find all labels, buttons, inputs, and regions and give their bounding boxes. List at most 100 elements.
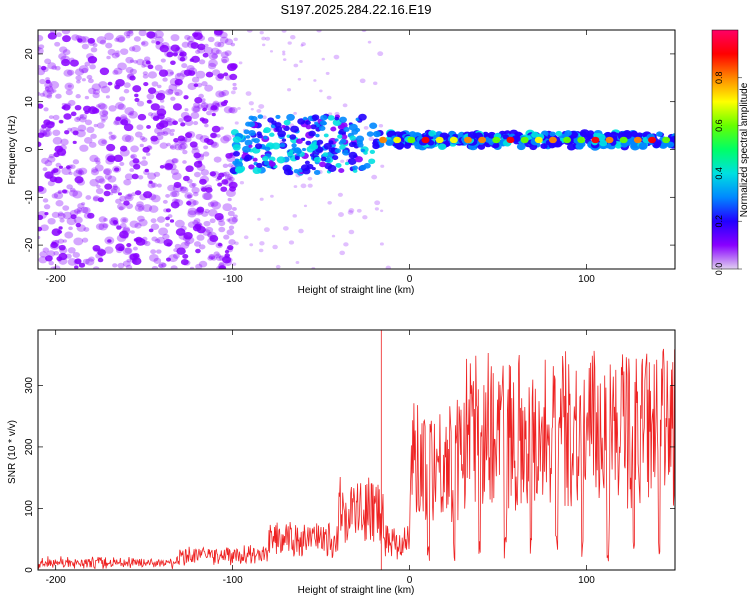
heatmap-cell — [134, 131, 143, 138]
heatmap-cell — [150, 223, 160, 231]
heatmap-cell — [216, 175, 222, 180]
heatmap-cell — [226, 218, 231, 222]
heatmap-cell — [348, 229, 355, 235]
heatmap-cell — [186, 36, 195, 43]
heatmap-cell — [630, 130, 638, 137]
heatmap-cell — [206, 110, 212, 116]
heatmap-cell — [136, 201, 144, 208]
heatmap-cell — [178, 118, 184, 123]
heatmap-cell — [67, 84, 72, 88]
heatmap-cell — [57, 238, 65, 244]
heatmap-cell — [242, 145, 251, 153]
heatmap-cell — [125, 203, 134, 210]
heatmap-cell — [202, 192, 212, 200]
heatmap-cell — [141, 240, 148, 245]
heatmap-cell — [323, 133, 329, 138]
heatmap-cell — [161, 131, 169, 137]
heatmap-cell — [293, 185, 298, 189]
snr-y-tick-label: 200 — [24, 438, 35, 455]
heatmap-cell — [67, 258, 78, 266]
heatmap-cell — [40, 65, 47, 71]
heatmap-cell — [263, 160, 270, 166]
heatmap-cell — [112, 185, 119, 191]
heatmap-cell — [224, 50, 232, 56]
heatmap-cell — [49, 81, 60, 90]
heatmap-cell — [181, 41, 190, 48]
heatmap-cell — [619, 136, 628, 144]
heatmap-cell — [99, 103, 108, 111]
heatmap-cell — [57, 190, 62, 195]
heatmap-cell — [159, 142, 168, 149]
heatmap-cell — [301, 42, 306, 47]
heatmap-cell — [193, 102, 200, 108]
heatmap-cell — [181, 63, 188, 69]
heatmap-cell — [58, 257, 68, 265]
heatmap-cell — [374, 200, 381, 206]
heatmap-cell — [318, 125, 326, 131]
heatmap-cell — [80, 206, 89, 214]
heatmap-cell — [531, 131, 539, 138]
heatmap-cell — [263, 135, 268, 140]
heatmap-cell — [356, 208, 362, 213]
heatmap-cell — [129, 220, 139, 228]
heatmap-cell — [186, 130, 196, 139]
heatmap-cell — [164, 162, 174, 170]
heatmap-cell — [131, 192, 137, 197]
heatmap-cell — [295, 138, 303, 144]
heatmap-cell — [135, 237, 146, 246]
heatmap-cell — [269, 132, 275, 137]
heatmap-cell — [61, 189, 68, 194]
heatmap-cell — [123, 82, 131, 88]
heatmap-cell — [115, 247, 123, 254]
heatmap-cell — [134, 222, 142, 229]
heatmap-cell — [81, 67, 89, 74]
heatmap-cell — [385, 265, 391, 269]
heatmap-cell — [374, 207, 379, 211]
heatmap-cell — [73, 237, 84, 246]
heatmap-cell — [249, 243, 254, 247]
heatmap-cell — [195, 70, 206, 79]
heatmap-cell — [124, 173, 134, 181]
heatmap-cell — [53, 152, 60, 158]
heatmap-cell — [117, 203, 126, 211]
heatmap-cell — [170, 60, 176, 66]
heatmap-cell — [153, 114, 161, 120]
heatmap-cell — [148, 193, 157, 201]
heatmap-cell — [193, 152, 201, 159]
heatmap-cell — [129, 112, 134, 116]
heatmap-cell — [57, 189, 63, 194]
heatmap-cell — [38, 46, 41, 52]
heatmap-cell — [237, 106, 241, 110]
heatmap-cell — [363, 125, 369, 130]
heatmap-cell — [122, 260, 131, 267]
heatmap-cell — [232, 136, 242, 144]
spectrogram-y-ticks: -20 -10 0 10 20 — [24, 48, 675, 252]
heatmap-cell — [166, 142, 171, 147]
heatmap-cell — [155, 41, 161, 45]
heatmap-cell — [222, 134, 232, 142]
heatmap-cell — [42, 247, 50, 253]
heatmap-cell — [218, 220, 226, 227]
heatmap-cell — [59, 218, 65, 223]
heatmap-cell — [112, 184, 118, 188]
heatmap-cell — [191, 105, 201, 113]
heatmap-cell — [38, 103, 44, 109]
heatmap-cell — [322, 152, 329, 157]
heatmap-cell — [49, 176, 58, 183]
heatmap-cell — [293, 111, 297, 115]
heatmap-cell — [64, 82, 75, 91]
heatmap-cell — [42, 198, 49, 203]
heatmap-cell — [107, 175, 117, 183]
heatmap-cell — [210, 141, 218, 147]
heatmap-cell — [63, 69, 73, 77]
heatmap-cell — [295, 260, 300, 264]
heatmap-cell — [69, 164, 76, 170]
heatmap-cell — [157, 84, 162, 89]
heatmap-cell — [151, 265, 159, 269]
heatmap-cell — [228, 225, 235, 230]
heatmap-cell — [208, 59, 218, 68]
heatmap-cell — [156, 93, 163, 99]
snr-y-label: SNR (10 * v/v) — [7, 420, 18, 484]
heatmap-cell — [131, 173, 139, 180]
heatmap-cell — [59, 144, 67, 151]
